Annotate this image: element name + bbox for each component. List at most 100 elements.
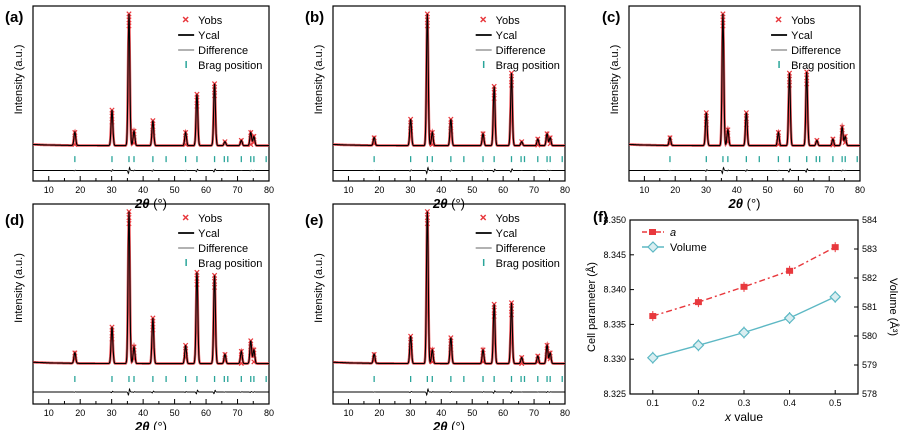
- legend: Yobs Ycal Difference Brag position: [475, 15, 560, 72]
- x-axis-label: 2θ (°): [432, 419, 465, 430]
- legend-difference-label: Difference: [198, 243, 248, 255]
- legend: a Volume: [642, 227, 707, 254]
- difference-line: [33, 166, 269, 175]
- y-axis-label: Intensity (a.u.): [13, 253, 25, 323]
- plot-frame: [32, 5, 270, 182]
- legend: Yobs Ycal Difference Brag position: [475, 213, 560, 270]
- legend-yobs-label: Yobs: [496, 213, 521, 225]
- legend-yobs-swatch: [775, 16, 782, 23]
- series-volume-marker: [646, 351, 659, 364]
- x-tick-label: 10: [44, 408, 54, 418]
- y-axis-label: Intensity (a.u.): [313, 253, 325, 323]
- legend-ycal-label: Ycal: [791, 30, 812, 42]
- y-tick-label: 8.340: [603, 285, 626, 295]
- y2-tick-label: 582: [862, 273, 877, 283]
- xrd-panel-4: (e) 10 20 30 40 50 60 70 80 2θ (°) Intensity (a.u.…: [305, 203, 570, 430]
- yobs-marker: [448, 341, 454, 347]
- x-tick-label: 80: [264, 185, 274, 195]
- yobs-marker: [491, 313, 497, 319]
- series-volume-marker: [738, 326, 750, 339]
- panel-label: (b): [305, 9, 324, 26]
- x-tick-label: 20: [75, 185, 85, 195]
- yobs-marker: [211, 93, 218, 99]
- legend-ycal-label: Ycal: [198, 30, 219, 42]
- ycal-line: [629, 13, 860, 147]
- x-tick-label: 60: [793, 185, 803, 195]
- legend-yobs-swatch: [480, 214, 487, 221]
- y2-tick-label: 581: [862, 302, 877, 312]
- legend-a-marker: [649, 229, 656, 235]
- legend-ycal-label: Ycal: [198, 228, 219, 240]
- y-axis-label: Intensity (a.u.): [313, 45, 325, 115]
- x-tick-label: 40: [138, 408, 148, 418]
- x-tick-label: 30: [701, 185, 711, 195]
- x-tick-label: 0.2: [692, 398, 705, 408]
- legend-volume-label: Volume: [670, 242, 707, 254]
- legend-difference-label: Difference: [496, 45, 546, 57]
- x-tick-label: 80: [264, 408, 274, 418]
- x-tick-label: 70: [824, 185, 834, 195]
- legend: Yobs Ycal Difference Brag position: [178, 213, 262, 270]
- x-tick-label: 80: [855, 185, 865, 195]
- x-tick-label: 20: [374, 408, 384, 418]
- x-tick-label: 0.5: [829, 398, 842, 408]
- legend: Yobs Ycal Difference Brag position: [178, 15, 262, 72]
- legend-difference-label: Difference: [198, 45, 248, 57]
- yobs-marker: [408, 339, 414, 345]
- series-a-marker: [649, 313, 657, 320]
- x-tick-label: 70: [233, 185, 243, 195]
- xrd-panel-2: (c) 10 20 30 40 50 60 70 80 2θ (°) Intensity (a.u.…: [602, 5, 865, 211]
- yobs-marker: [804, 69, 810, 75]
- x-tick-label: 40: [732, 185, 742, 195]
- x-axis-label: 2θ (°): [134, 419, 167, 430]
- y2-tick-label: 578: [862, 389, 877, 399]
- x-tick-label: 40: [138, 185, 148, 195]
- plot-frame: [629, 219, 859, 395]
- x-tick-label: 10: [639, 185, 649, 195]
- yobs-marker: [491, 95, 497, 101]
- legend-bragg-label: Brag position: [791, 60, 855, 72]
- x-tick-label: 50: [467, 408, 477, 418]
- ycal-line: [33, 13, 269, 147]
- x-tick-label: 50: [170, 185, 180, 195]
- x-tick-label: 30: [107, 408, 117, 418]
- x-tick-label: 20: [75, 408, 85, 418]
- y2-tick-label: 580: [862, 331, 877, 341]
- series-a-marker: [831, 244, 839, 251]
- x-tick-label: 80: [560, 185, 570, 195]
- yobs-marker: [150, 123, 156, 130]
- x-tick-label: 30: [405, 408, 415, 418]
- legend-a-label: a: [670, 227, 676, 239]
- plot-frame: [332, 203, 566, 405]
- x-tick-label: 0.1: [647, 398, 660, 408]
- x-tick-label: 20: [670, 185, 680, 195]
- x-tick-label: 60: [201, 408, 211, 418]
- legend-yobs-swatch: [182, 214, 189, 221]
- series-volume-marker: [692, 339, 705, 352]
- ycal-line: [333, 13, 565, 147]
- yobs-marker: [703, 122, 709, 128]
- xrd-panel-3: (d) 10 20 30 40 50 60 70 80 2θ (°) Intensity (a.u.…: [5, 203, 274, 430]
- y2-axis-label: Volume (Å³): [887, 278, 900, 336]
- ycal-line: [333, 211, 565, 365]
- legend-yobs-label: Yobs: [198, 15, 223, 27]
- x-tick-label: 40: [436, 408, 446, 418]
- yobs-marker: [109, 336, 115, 342]
- y-tick-label: 8.350: [603, 215, 626, 225]
- x-tick-label: 10: [44, 185, 54, 195]
- legend-difference-label: Difference: [496, 243, 546, 255]
- y-tick-label: 8.330: [603, 354, 626, 364]
- difference-line: [629, 166, 860, 175]
- panel-label: (f): [593, 209, 608, 226]
- panel-label: (d): [5, 212, 24, 229]
- y-tick-label: 8.345: [603, 250, 626, 260]
- series-a-marker: [740, 283, 748, 290]
- x-tick-label: 40: [436, 185, 446, 195]
- legend-yobs-swatch: [480, 16, 487, 23]
- series-a-marker: [694, 299, 702, 306]
- y-tick-label: 8.325: [603, 389, 626, 399]
- x-tick-label: 60: [498, 185, 508, 195]
- yobs-profile: [333, 13, 565, 147]
